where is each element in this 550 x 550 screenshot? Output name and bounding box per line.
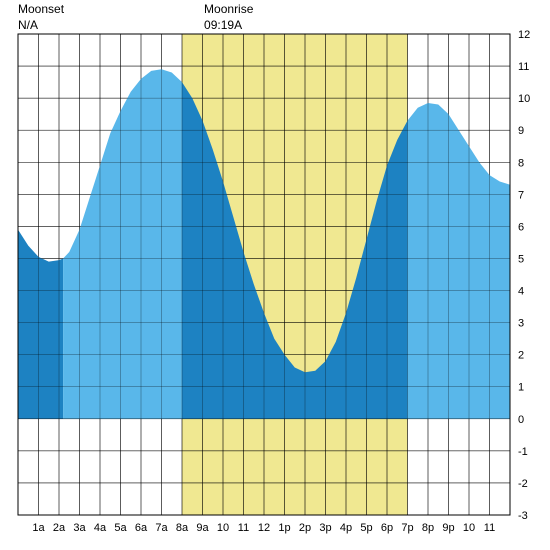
moonrise-label: Moonrise (204, 2, 253, 16)
y-tick-label: 2 (518, 350, 524, 362)
x-tick-label: 6a (135, 522, 148, 534)
x-tick-label: 5a (114, 522, 127, 534)
tide-chart: Moonset N/A Moonrise 09:19A 1a2a3a4a5a6a… (0, 0, 550, 550)
x-tick-label: 1p (278, 522, 290, 534)
y-tick-label: 1 (518, 382, 524, 394)
y-tick-label: 3 (518, 318, 524, 330)
x-tick-label: 12 (258, 522, 270, 534)
y-tick-label: 4 (518, 286, 524, 298)
x-tick-label: 7a (155, 522, 168, 534)
y-tick-label: -3 (518, 510, 528, 522)
moonset-value: N/A (18, 18, 38, 32)
x-tick-label: 3p (319, 522, 331, 534)
x-tick-label: 9p (442, 522, 454, 534)
moonset-block: Moonset N/A (18, 2, 64, 33)
x-tick-label: 4p (340, 522, 352, 534)
chart-svg: 1a2a3a4a5a6a7a8a9a1011121p2p3p4p5p6p7p8p… (0, 0, 550, 550)
y-tick-label: 8 (518, 157, 524, 169)
y-tick-label: -1 (518, 446, 528, 458)
y-tick-label: 11 (518, 61, 529, 73)
x-tick-label: 4a (94, 522, 107, 534)
x-tick-label: 11 (484, 522, 495, 534)
x-tick-label: 6p (381, 522, 393, 534)
y-tick-label: 10 (518, 93, 530, 105)
moonset-label: Moonset (18, 2, 64, 16)
x-tick-label: 8p (422, 522, 434, 534)
y-tick-label: 0 (518, 414, 524, 426)
y-tick-label: 5 (518, 253, 524, 265)
y-tick-label: 7 (518, 189, 524, 201)
moonrise-block: Moonrise 09:19A (204, 2, 253, 33)
x-tick-label: 7p (401, 522, 413, 534)
x-tick-label: 10 (463, 522, 475, 534)
y-tick-label: 6 (518, 221, 524, 233)
x-tick-label: 2a (53, 522, 66, 534)
x-tick-label: 3a (73, 522, 86, 534)
y-tick-label: 12 (518, 29, 530, 41)
x-tick-label: 5p (360, 522, 372, 534)
moonrise-value: 09:19A (204, 18, 242, 32)
x-tick-label: 9a (196, 522, 209, 534)
y-tick-label: -2 (518, 478, 528, 490)
y-tick-label: 9 (518, 125, 524, 137)
x-tick-label: 11 (238, 522, 249, 534)
x-tick-label: 10 (217, 522, 229, 534)
x-tick-label: 1a (32, 522, 45, 534)
x-tick-label: 8a (176, 522, 189, 534)
x-tick-label: 2p (299, 522, 311, 534)
